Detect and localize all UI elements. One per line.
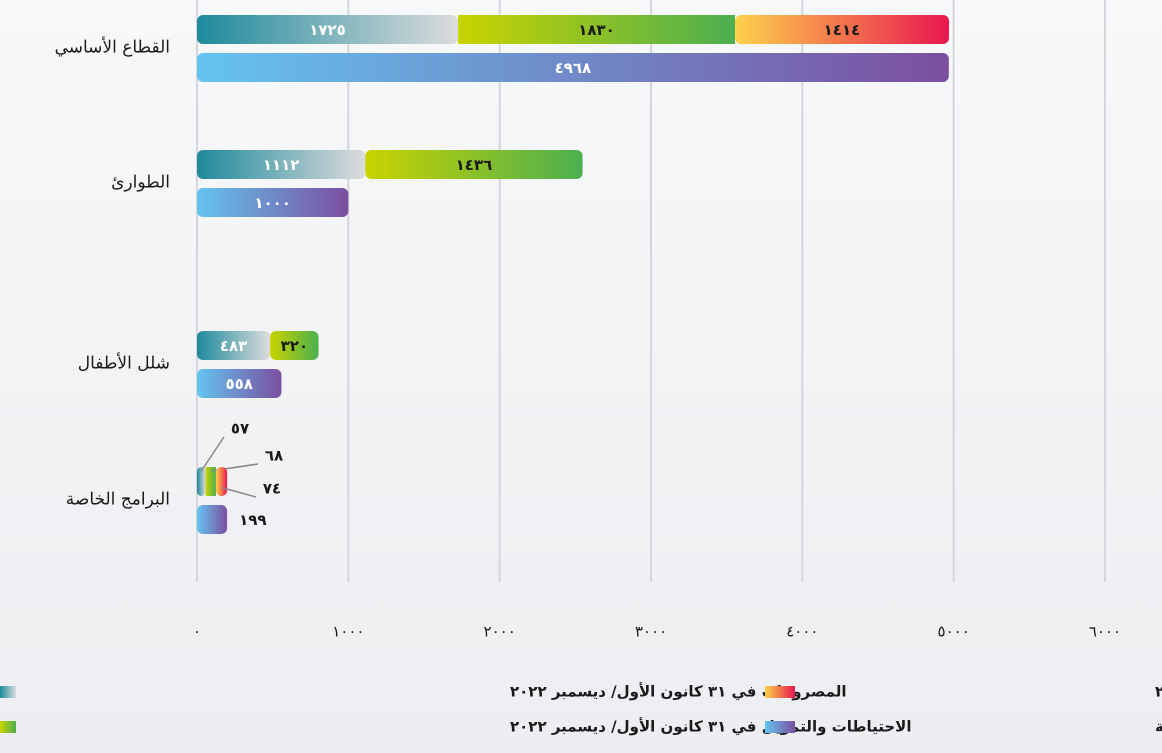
bar — [215, 467, 228, 496]
value-label: ٤٩٦٨ — [555, 59, 592, 77]
legend-label: المصروفات في ٣١ كانون الأول/ ديسمبر ٢٠٢٢ — [510, 683, 847, 701]
value-label: ١٠٠٠ — [254, 194, 291, 212]
x-tick-label: ٦٠٠٠ — [1089, 623, 1121, 641]
bar — [197, 331, 271, 360]
bar — [197, 15, 459, 44]
bar — [197, 188, 349, 217]
bar — [205, 467, 216, 496]
x-tick-label: ٢٠٠٠ — [484, 623, 516, 641]
bar — [197, 505, 228, 534]
value-label: ٦٨ — [265, 447, 283, 465]
x-tick-label: ٥٠٠٠ — [938, 623, 970, 641]
category-label: القطاع الأساسي — [55, 37, 170, 58]
value-label: ١٨٣٠ — [578, 21, 615, 39]
value-label: ١٤٣٦ — [456, 156, 493, 174]
legend-label: الميزانية غير الممولة لعام ٢٠٢٣ — [1155, 683, 1162, 701]
category-label: البرامج الخاصة — [66, 490, 170, 510]
bar — [458, 15, 735, 44]
value-label: ١٧٢٥ — [309, 21, 346, 39]
bar — [197, 369, 282, 398]
bar — [197, 467, 206, 496]
legend-swatch — [0, 721, 16, 733]
legend-label: الميزانية — [1155, 718, 1162, 736]
bar — [197, 150, 366, 179]
legend-swatch — [765, 721, 795, 733]
x-tick-label: ١٠٠٠ — [332, 623, 364, 641]
x-tick-label: ٠ — [193, 623, 201, 641]
value-label: ١١١٢ — [263, 156, 300, 174]
bar — [365, 150, 583, 179]
value-label: ١٤١٤ — [824, 21, 861, 39]
value-label: ٣٢٠ — [281, 337, 308, 355]
leader-line — [200, 436, 225, 472]
legend-swatch — [0, 686, 16, 698]
x-tick-label: ٣٠٠٠ — [635, 623, 667, 641]
category-label: شلل الأطفال — [78, 353, 170, 374]
x-tick-label: ٤٠٠٠ — [786, 623, 818, 641]
value-label: ٥٧ — [231, 420, 249, 438]
value-label: ١٩٩ — [239, 511, 266, 529]
value-label: ٧٤ — [263, 480, 281, 498]
value-label: ٤٨٣ — [220, 337, 247, 355]
legend-label: الاحتياطات والتمويل في ٣١ كانون الأول/ د… — [510, 718, 911, 736]
bar — [197, 53, 949, 82]
bar — [270, 331, 319, 360]
value-label: ٥٥٨ — [225, 375, 252, 393]
bar — [734, 15, 949, 44]
category-label: الطوارئ — [111, 173, 170, 193]
legend-swatch — [765, 686, 795, 698]
leader-line — [221, 486, 257, 498]
